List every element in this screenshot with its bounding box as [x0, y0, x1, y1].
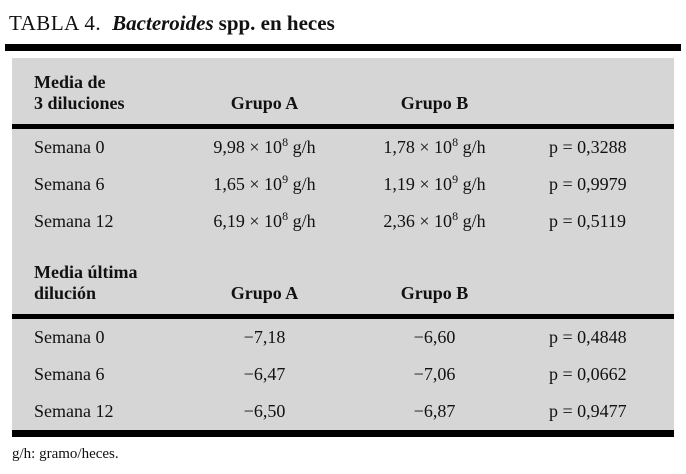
value-group-a: 9,98 × 108 g/h	[177, 135, 352, 158]
value-unit: g/h	[458, 174, 486, 194]
value-group-a: −7,18	[243, 327, 286, 347]
value-group-b: 1,19 × 109 g/h	[352, 172, 517, 195]
p-value: p = 0,9979	[549, 174, 627, 194]
separator-rule	[12, 314, 674, 319]
p-value: p = 0,3288	[549, 137, 627, 157]
row-label: Semana 6	[34, 364, 105, 384]
table-number: TABLA 4.	[9, 11, 102, 35]
section1-header-row: Media de 3 diluciones Grupo A Grupo B	[12, 58, 674, 114]
section1-header-label: Media de 3 diluciones	[12, 72, 177, 114]
p-value: p = 0,5119	[549, 211, 626, 231]
species-name: Bacteroides	[112, 11, 214, 35]
table-row: Semana 0 9,98 × 108 g/h 1,78 × 108 g/h p…	[12, 129, 674, 166]
value-group-a: −6,47	[243, 364, 286, 384]
value-unit: g/h	[288, 174, 316, 194]
value-base: 1,19 × 10	[383, 174, 453, 194]
table-figure: TABLA 4. Bacteroides spp. en heces Media d…	[5, 6, 681, 462]
p-value: p = 0,9477	[549, 401, 627, 421]
value-exponent: 8	[282, 209, 289, 223]
row-label: Semana 12	[34, 401, 114, 421]
p-value: p = 0,4848	[549, 327, 627, 347]
table-row: Semana 6 1,65 × 109 g/h 1,19 × 109 g/h p…	[12, 166, 674, 203]
header-line-1: Media de	[34, 72, 106, 92]
value-group-a: −6,50	[243, 401, 286, 421]
value-base: 1,65 × 10	[213, 174, 283, 194]
p-value: p = 0,0662	[549, 364, 627, 384]
value-group-a: 1,65 × 109 g/h	[177, 172, 352, 195]
value-base: 9,98 × 10	[213, 137, 283, 157]
header-line-2: 3 diluciones	[34, 93, 125, 113]
row-label: Semana 0	[34, 327, 105, 347]
value-base: 2,36 × 10	[383, 211, 453, 231]
value-group-a: 6,19 × 108 g/h	[177, 209, 352, 232]
value-exponent: 8	[282, 135, 289, 149]
header-line-2: dilución	[34, 283, 97, 303]
title-rest: spp. en heces	[218, 11, 335, 35]
table-row: Semana 0 −7,18 −6,60 p = 0,4848	[12, 319, 674, 356]
value-unit: g/h	[288, 211, 316, 231]
table-row: Semana 12 −6,50 −6,87 p = 0,9477	[12, 393, 674, 430]
section2-header-label: Media última dilución	[12, 262, 177, 304]
row-label: Semana 6	[34, 174, 105, 194]
value-unit: g/h	[288, 137, 316, 157]
row-label: Semana 0	[34, 137, 105, 157]
table-row: Semana 12 6,19 × 108 g/h 2,36 × 108 g/h …	[12, 203, 674, 240]
column-header-group-b: Grupo B	[400, 283, 469, 303]
value-exponent: 9	[452, 172, 459, 186]
value-base: 1,78 × 10	[383, 137, 453, 157]
column-header-group-a: Grupo A	[230, 283, 299, 303]
value-exponent: 8	[452, 135, 459, 149]
value-group-b: −6,60	[413, 327, 456, 347]
value-group-b: −6,87	[413, 401, 456, 421]
column-header-group-b: Grupo B	[400, 93, 469, 113]
section2-header-row: Media última dilución Grupo A Grupo B	[12, 240, 674, 304]
table-title: TABLA 4. Bacteroides spp. en heces	[5, 6, 681, 44]
row-label: Semana 12	[34, 211, 114, 231]
value-group-b: 1,78 × 108 g/h	[352, 135, 517, 158]
table-row: Semana 6 −6,47 −7,06 p = 0,0662	[12, 356, 674, 393]
header-line-1: Media última	[34, 262, 138, 282]
separator-rule	[12, 124, 674, 129]
bottom-rule	[12, 430, 674, 437]
value-unit: g/h	[458, 137, 486, 157]
title-rule	[5, 44, 681, 51]
value-exponent: 8	[452, 209, 459, 223]
value-exponent: 9	[282, 172, 289, 186]
value-group-b: 2,36 × 108 g/h	[352, 209, 517, 232]
value-base: 6,19 × 10	[213, 211, 283, 231]
value-group-b: −7,06	[413, 364, 456, 384]
value-unit: g/h	[458, 211, 486, 231]
table-panel: Media de 3 diluciones Grupo A Grupo B Se…	[12, 58, 674, 437]
column-header-group-a: Grupo A	[230, 93, 299, 113]
table-footnote: g/h: gramo/heces.	[12, 446, 119, 462]
